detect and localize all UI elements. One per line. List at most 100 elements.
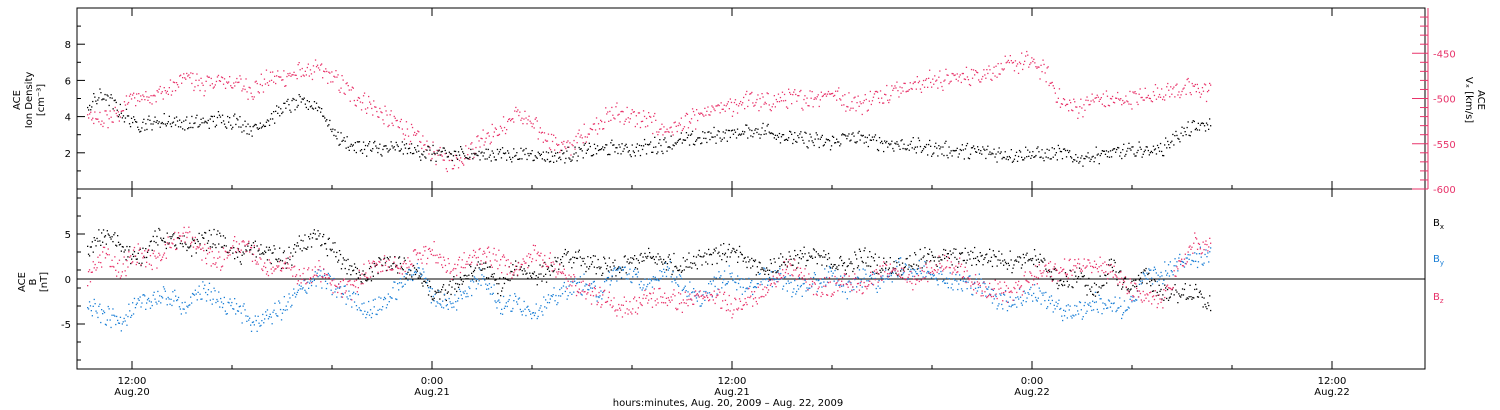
by-point — [226, 313, 228, 315]
by-point — [1063, 309, 1065, 311]
by-point — [935, 277, 937, 279]
vx-point — [534, 118, 536, 120]
density-point — [985, 157, 987, 160]
bx-point — [187, 246, 189, 248]
bx-point — [1156, 291, 1158, 294]
by-point — [816, 290, 818, 293]
vx-point — [933, 83, 935, 85]
density-point — [946, 154, 948, 157]
vx-point — [341, 75, 343, 77]
density-point — [335, 135, 337, 137]
bz-point — [175, 248, 177, 251]
by-point — [910, 268, 912, 271]
density-point — [629, 154, 631, 156]
bx-point — [377, 272, 379, 275]
by-point — [931, 273, 934, 276]
vx-point — [1023, 63, 1025, 66]
by-point — [1040, 303, 1042, 305]
density-point — [328, 124, 330, 126]
by-point — [927, 270, 929, 273]
density-point — [220, 122, 223, 124]
bx-point — [1122, 281, 1125, 284]
vx-point — [601, 120, 603, 123]
bx-point — [662, 263, 664, 265]
bz-point — [291, 266, 293, 269]
density-point — [912, 137, 914, 139]
by-point — [450, 303, 452, 305]
density-point — [103, 98, 105, 100]
vx-point — [862, 102, 864, 104]
bx-point — [1144, 270, 1146, 272]
bz-point — [256, 261, 258, 263]
density-point — [313, 101, 316, 103]
density-point — [1187, 121, 1189, 123]
density-point — [1024, 157, 1026, 159]
vx-point — [789, 91, 791, 94]
by-point — [377, 309, 379, 311]
vx-point — [879, 90, 882, 92]
by-point — [180, 313, 182, 315]
density-point — [884, 140, 886, 142]
bx-point — [942, 254, 944, 256]
density-point — [1151, 151, 1154, 154]
bx-point — [1066, 280, 1068, 282]
density-point — [854, 141, 856, 143]
bx-point — [541, 280, 543, 282]
density-point — [201, 122, 203, 124]
density-point — [171, 122, 174, 124]
density-point — [1105, 150, 1108, 152]
density-point — [677, 140, 679, 142]
vx-point — [580, 134, 582, 136]
density-point — [468, 158, 470, 160]
bx-point — [877, 273, 879, 275]
vx-point — [797, 95, 799, 97]
vx-point — [488, 135, 490, 137]
density-point — [868, 134, 870, 136]
by-point — [531, 317, 533, 320]
bx-point — [617, 267, 619, 269]
density-point — [598, 149, 601, 151]
vx-point — [750, 92, 752, 95]
bx-point — [366, 280, 368, 282]
density-point — [623, 148, 625, 150]
density-point — [1113, 148, 1116, 150]
by-point — [474, 277, 477, 280]
bx-point — [573, 262, 575, 264]
bx-point — [969, 258, 971, 260]
vx-point — [903, 82, 905, 84]
bx-point — [629, 261, 631, 263]
density-point — [974, 148, 976, 150]
bx-point — [651, 257, 654, 259]
vx-point — [1100, 97, 1102, 99]
vx-point — [411, 126, 414, 129]
top-left-y-tick-label: 8 — [65, 40, 71, 51]
bz-point — [159, 254, 161, 256]
by-point — [994, 294, 996, 296]
density-point — [1065, 156, 1068, 158]
density-point — [543, 159, 546, 161]
vx-point — [558, 144, 560, 146]
by-point — [269, 313, 271, 315]
by-point — [298, 284, 300, 286]
by-point — [740, 278, 743, 280]
bx-point — [604, 258, 606, 260]
density-point — [285, 107, 287, 109]
bx-point — [1196, 288, 1198, 290]
by-point — [1072, 314, 1074, 316]
by-point — [1140, 283, 1142, 285]
vx-point — [347, 85, 349, 87]
bx-point — [205, 249, 208, 252]
bx-point — [577, 251, 580, 253]
vx-point — [1026, 50, 1028, 53]
vx-point — [639, 126, 642, 129]
density-point — [449, 153, 452, 155]
bz-point — [210, 265, 212, 267]
density-point — [634, 155, 636, 157]
density-point — [397, 145, 399, 148]
density-point — [167, 121, 169, 123]
bz-point — [240, 249, 242, 251]
bx-point — [626, 261, 628, 263]
by-point — [1029, 288, 1031, 291]
density-point — [1174, 135, 1176, 137]
bx-point — [1177, 302, 1179, 304]
